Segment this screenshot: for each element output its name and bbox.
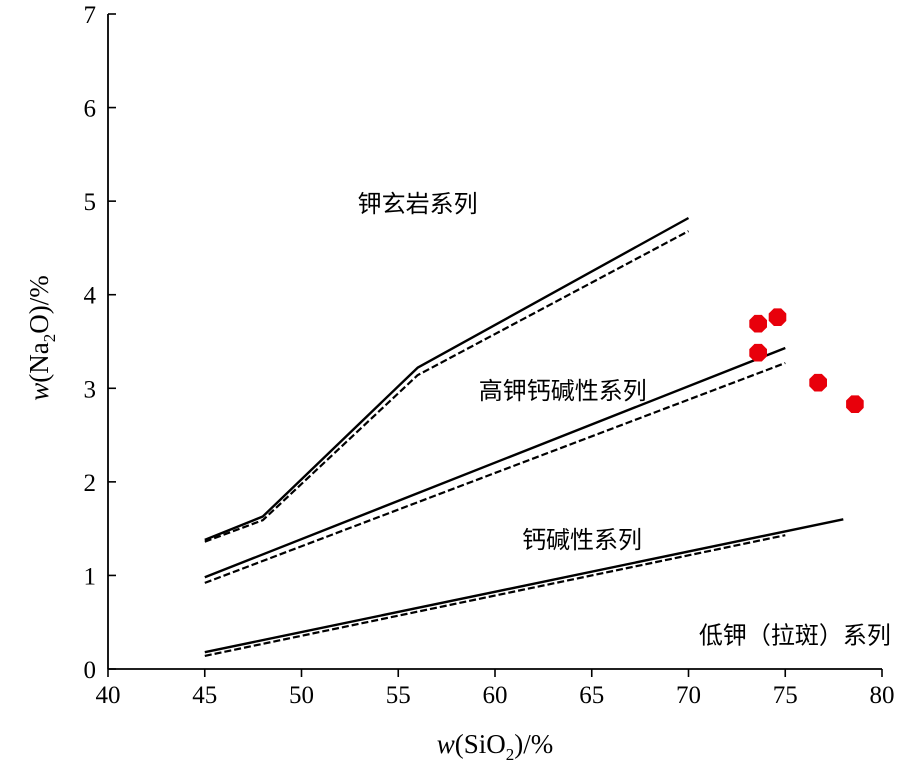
y-tick-label: 7 (84, 2, 97, 29)
x-ticks: 40 45 50 55 60 65 70 75 80 (96, 669, 895, 709)
x-axis-title-prefix: w (437, 729, 455, 759)
x-axis-title-close: )/% (514, 729, 553, 759)
x-tick-label: 40 (96, 682, 121, 709)
y-axis-title: w(Na2O)/% (24, 275, 59, 400)
boundary-line-solid (204, 518, 844, 654)
region-label: 钾玄岩系列 (358, 190, 478, 218)
x-axis-title-sub: 2 (506, 745, 515, 764)
x-tick-label: 80 (870, 682, 895, 709)
boundary-lines (204, 216, 844, 657)
boundary-line-solid (204, 216, 690, 542)
x-tick-label: 70 (676, 682, 701, 709)
data-point (768, 308, 787, 326)
y-tick-label: 5 (84, 189, 97, 216)
data-point (749, 314, 767, 333)
x-tick-label: 55 (386, 682, 411, 709)
x-tick-label: 75 (773, 682, 798, 709)
boundary-line-dashed (204, 230, 690, 543)
x-axis-title: w(SiO2)/% (437, 729, 554, 764)
x-tick-label: 50 (289, 682, 314, 709)
y-tick-label: 4 (84, 283, 97, 310)
data-points (749, 308, 864, 413)
y-axis-title-close: O)/% (24, 275, 54, 333)
data-point (749, 343, 767, 362)
data-point (846, 395, 864, 413)
y-tick-label: 0 (84, 657, 97, 684)
y-tick-label: 1 (84, 563, 97, 590)
boundary-line-dashed (204, 534, 786, 657)
x-axis-title-open: (SiO (455, 729, 506, 759)
x-tick-label: 60 (483, 682, 508, 709)
boundary-line-solid (204, 346, 786, 579)
y-axis-title-open: (Na (24, 342, 54, 382)
boundary-line-dashed (204, 361, 786, 584)
region-label: 高钾钙碱性系列 (479, 377, 647, 405)
y-axis-title-prefix: w (24, 383, 54, 401)
y-axis-title-sub: 2 (40, 334, 59, 343)
region-label: 低钾（拉斑）系列 (699, 621, 891, 649)
y-ticks: 0 1 2 3 4 5 6 7 (84, 2, 116, 684)
data-point (809, 373, 827, 392)
x-tick-label: 65 (579, 682, 604, 709)
region-label: 钙碱性系列 (522, 526, 642, 554)
y-tick-label: 2 (84, 470, 97, 497)
y-tick-label: 3 (84, 376, 97, 403)
y-tick-label: 6 (84, 96, 97, 123)
x-tick-label: 45 (192, 682, 217, 709)
